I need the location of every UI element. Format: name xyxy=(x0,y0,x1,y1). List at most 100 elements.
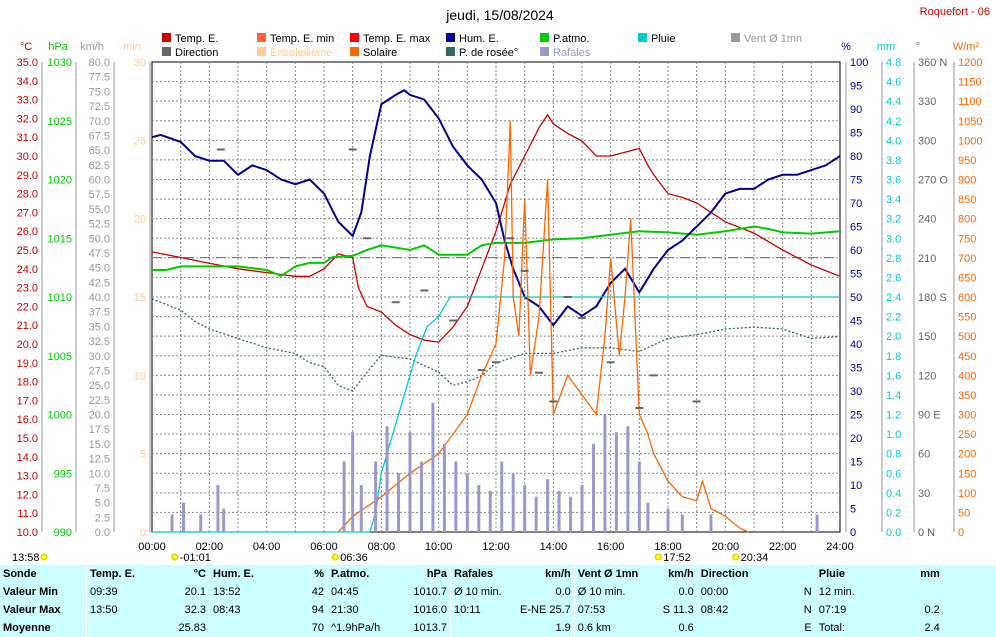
x-tick-label: 22:00 xyxy=(769,541,797,553)
bar-rafales xyxy=(591,443,595,532)
axis-tick-solar: 550 xyxy=(958,312,976,324)
axis-tick-sunshine: 25 xyxy=(134,135,146,147)
axis-tick-wind: 42.5 xyxy=(89,277,110,289)
axis-tick-direction: 240 xyxy=(918,214,936,226)
axis-tick-wind: 67.5 xyxy=(89,130,110,142)
axis-tick-temp: 23.0 xyxy=(17,283,38,295)
x-tick-label: 14:00 xyxy=(540,541,568,553)
bar-rafales xyxy=(454,461,458,532)
x-tick-label: 04:00 xyxy=(253,541,281,553)
stats-avg-hum-time xyxy=(209,619,271,637)
axis-tick-wind: 55.0 xyxy=(89,204,110,216)
axis-tick-sunshine: 5 xyxy=(140,449,146,461)
axis-tick-solar: 400 xyxy=(958,370,976,382)
stats-min-spacer xyxy=(942,583,996,601)
axis-tick-pressure: 1010 xyxy=(48,292,72,304)
axis-tick-direction: 300 xyxy=(918,135,936,147)
bar-rafales xyxy=(488,490,492,532)
axis-tick-solar: 1100 xyxy=(958,96,982,108)
legend-label-7: Direction xyxy=(175,47,218,59)
sun-icon xyxy=(654,553,662,561)
bar-rafales xyxy=(557,490,561,532)
stats-header-rain-unit: mm xyxy=(920,568,940,580)
bar-rafales xyxy=(216,485,220,532)
axis-tick-rain: 3.0 xyxy=(886,233,901,245)
x-tick-label: 24:00 xyxy=(826,541,854,553)
stats-header-temp: Temp. E. xyxy=(86,565,148,583)
axis-tick-humidity: 75 xyxy=(850,175,862,187)
axis-tick-wind: 37.5 xyxy=(89,307,110,319)
legend-swatch-10 xyxy=(446,47,455,56)
legend-label-0: Temp. E. xyxy=(175,33,218,45)
axis-tick-wind: 10.0 xyxy=(89,468,110,480)
bar-rafales xyxy=(408,432,412,532)
axis-tick-rain: 2.4 xyxy=(886,292,901,304)
stats-avg-temp-val: 25.83 xyxy=(178,622,206,634)
bar-rafales xyxy=(534,496,538,532)
axis-tick-wind: 77.5 xyxy=(89,72,110,84)
axis-tick-rain: 0.2 xyxy=(886,507,901,519)
stats-avg-gust-val: 1.9 xyxy=(555,622,571,634)
x-tick-label: 18:00 xyxy=(654,541,682,553)
axis-tick-rain: 3.2 xyxy=(886,214,901,226)
legend-swatch-2 xyxy=(350,33,359,42)
line-temp-e xyxy=(151,113,841,343)
axis-tick-direction: 30 xyxy=(918,488,930,500)
axis-tick-pressure: 1000 xyxy=(48,410,72,422)
axis-tick-temp: 21.0 xyxy=(17,320,38,332)
sun-marker-label: 06:36 xyxy=(340,552,368,564)
bar-rafales xyxy=(546,479,550,532)
axis-tick-direction: 90 E xyxy=(918,410,941,422)
axis-tick-sunshine: 0 xyxy=(140,527,146,539)
axis-tick-solar: 650 xyxy=(958,272,976,284)
legend-label-2: Temp. E. max xyxy=(363,33,431,45)
axis-tick-wind: 60.0 xyxy=(89,175,110,187)
axis-tick-pressure: 1005 xyxy=(48,351,72,363)
series-layer xyxy=(151,88,841,533)
left-time: 13:58 xyxy=(12,552,40,564)
bar-rafales xyxy=(569,496,573,532)
bar-rafales xyxy=(342,461,346,532)
stats-header-sonde: Sonde xyxy=(3,568,37,580)
bar-rafales xyxy=(511,473,515,532)
axis-tick-direction: 180 S xyxy=(918,292,947,304)
axis-tick-rain: 2.0 xyxy=(886,331,901,343)
line-p-de-ros-e xyxy=(151,298,841,392)
axis-tick-wind: 65.0 xyxy=(89,145,110,157)
stats-header-dir: Direction xyxy=(696,565,764,583)
axis-tick-rain: 0.6 xyxy=(886,468,901,480)
bar-rafales xyxy=(431,402,435,532)
axis-tick-rain: 0.0 xyxy=(886,527,901,539)
bar-rafales xyxy=(637,461,641,532)
bar-rafales xyxy=(182,502,186,532)
legend-swatch-6 xyxy=(731,33,740,42)
legend-label-8: Ensoleilleme xyxy=(270,47,332,59)
sun-marker-label: 20:34 xyxy=(741,552,769,564)
axis-tick-temp: 32.0 xyxy=(17,113,38,125)
axis-unit-pressure: hPa xyxy=(48,41,68,53)
axis-tick-sunshine: 20 xyxy=(134,214,146,226)
axis-tick-pressure: 995 xyxy=(54,468,72,480)
stats-min-dir-val: N xyxy=(803,586,812,598)
x-tick-label: 10:00 xyxy=(425,541,453,553)
axis-tick-temp: 24.0 xyxy=(17,264,38,276)
stats-avg-wind-time: 0.6 km xyxy=(573,619,646,637)
axis-tick-humidity: 10 xyxy=(850,480,862,492)
axis-tick-rain: 2.6 xyxy=(886,272,901,284)
axis-tick-solar: 500 xyxy=(958,331,976,343)
axis-tick-humidity: 70 xyxy=(850,198,862,210)
axis-tick-rain: 0.4 xyxy=(886,488,901,500)
stats-avg-temp-time xyxy=(86,619,148,637)
stats-min-gust-time: Ø 10 min. xyxy=(450,583,517,601)
legend-swatch-1 xyxy=(257,33,266,42)
axis-tick-humidity: 45 xyxy=(850,316,862,328)
axis-tick-direction: 150 xyxy=(918,331,936,343)
axis-tick-temp: 14.0 xyxy=(17,452,38,464)
stats-min-gust-val: 0.0 xyxy=(555,586,571,598)
axis-unit-temp: °C xyxy=(20,41,32,53)
legend-label-11: Rafales xyxy=(553,47,591,59)
bar-rafales xyxy=(385,426,389,532)
axis-tick-solar: 450 xyxy=(958,351,976,363)
axis-tick-wind: 75.0 xyxy=(89,86,110,98)
stats-max-dir-time: 08:42 xyxy=(696,601,764,619)
